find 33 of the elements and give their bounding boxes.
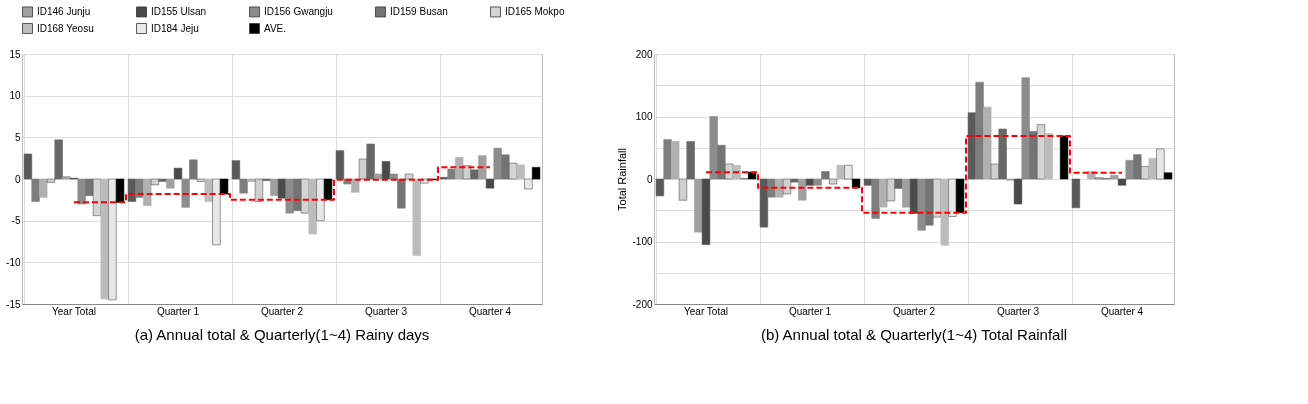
y-tick-label: -200	[632, 298, 653, 310]
legend-label: ID156 Gwangju	[264, 5, 333, 17]
text: (a) Annual total & Quarterly(1~4) Rainy days	[134, 326, 430, 343]
x-tick-label: Quarter 4	[1100, 305, 1144, 317]
x-tick-label: Quarter 1	[156, 305, 200, 317]
x-tick-label: Quarter 3	[364, 305, 408, 317]
y-tick-label: -15	[6, 298, 21, 310]
x-tick-label: Quarter 2	[892, 305, 936, 317]
text: (b) Annual total & Quarterly(1~4) Total Rainfall	[760, 326, 1068, 343]
y-tick-label: 10	[9, 90, 21, 102]
y-tick-label: -5	[11, 215, 21, 227]
y-tick-label: 15	[9, 48, 21, 60]
y-tick-label: -10	[6, 256, 21, 268]
y-tick-label: 0	[646, 173, 653, 185]
y-tick-label: 5	[14, 131, 21, 143]
y-tick-label: -100	[632, 236, 653, 247]
y-tick-label: 0	[14, 173, 21, 185]
legend-label: ID155 Ulsan	[151, 5, 207, 17]
x-tick-label: Year Total	[684, 305, 728, 317]
legend-label: ID184 Jeju	[151, 22, 199, 34]
y-axis-title: Total Rainfall	[616, 148, 629, 211]
x-tick-label: Year Total	[52, 305, 96, 317]
legend-label: ID168 Yeosu	[37, 22, 94, 34]
x-tick-label: Quarter 1	[788, 305, 832, 317]
x-tick-label: Quarter 4	[468, 305, 512, 317]
y-tick-label: 100	[635, 111, 653, 122]
x-tick-label: Quarter 2	[260, 305, 304, 317]
legend-label: ID165 Mokpo	[505, 5, 565, 17]
legend-label: AVE.	[264, 22, 287, 34]
x-tick-label: Quarter 3	[996, 305, 1040, 317]
legend-label: ID146 Junju	[37, 5, 91, 17]
legend-label: ID159 Busan	[390, 5, 448, 17]
y-tick-label: 200	[635, 48, 653, 60]
